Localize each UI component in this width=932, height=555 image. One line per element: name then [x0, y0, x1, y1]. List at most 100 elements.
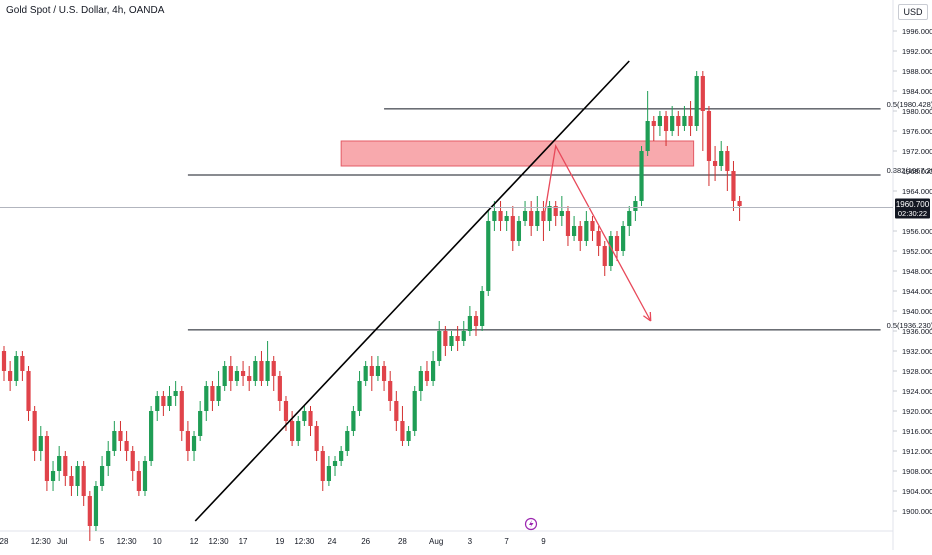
candle-down: [474, 316, 478, 326]
candle-down: [590, 221, 594, 231]
candle-up: [149, 411, 153, 461]
candle-up: [547, 206, 551, 221]
x-tick-label: 12: [190, 537, 199, 546]
y-tick-label: 1948.000: [902, 267, 932, 276]
candle-up: [14, 356, 18, 381]
candle-up: [357, 381, 361, 411]
candle-down: [443, 331, 447, 346]
candle-down: [118, 431, 122, 441]
x-tick-label: 9: [541, 537, 546, 546]
candle-down: [259, 361, 263, 381]
candle-up: [468, 316, 472, 331]
candle-down: [400, 421, 404, 441]
candle-down: [247, 376, 251, 381]
candle-up: [535, 211, 539, 226]
candle-up: [223, 366, 227, 386]
candle-up: [112, 431, 116, 451]
candle-up: [633, 201, 637, 211]
y-tick-label: 1900.000: [902, 507, 932, 516]
x-tick-label: 28: [0, 537, 9, 546]
candle-up: [462, 331, 466, 341]
candle-down: [88, 496, 92, 526]
y-tick-label: 1956.000: [902, 227, 932, 236]
candle-up: [437, 331, 441, 361]
symbol-title: Gold Spot / U.S. Dollar, 4h, OANDA: [6, 5, 164, 16]
candle-down: [388, 381, 392, 401]
candle-down: [20, 356, 24, 371]
candle-up: [492, 211, 496, 221]
candle-up: [658, 116, 662, 126]
currency-selector[interactable]: USD: [898, 4, 928, 20]
candle-down: [529, 211, 533, 226]
trendline: [195, 61, 629, 521]
candle-up: [327, 466, 331, 481]
candle-down: [131, 451, 135, 471]
y-tick-label: 1988.000: [902, 67, 932, 76]
candle-up: [235, 371, 239, 381]
candle-down: [82, 466, 86, 496]
y-tick-label: 1940.000: [902, 307, 932, 316]
candle-down: [63, 456, 67, 476]
candle-down: [676, 116, 680, 126]
x-tick-label: 12:30: [294, 537, 315, 546]
candle-down: [456, 336, 460, 341]
y-tick-label: 1916.000: [902, 427, 932, 436]
candle-up: [345, 431, 349, 451]
candle-up: [523, 211, 527, 221]
candle-up: [265, 361, 269, 381]
candle-down: [2, 351, 6, 371]
candle-up: [406, 431, 410, 441]
trendline-group: [195, 61, 629, 521]
candle-up: [719, 151, 723, 166]
candle-down: [597, 231, 601, 246]
y-tick-label: 1932.000: [902, 347, 932, 356]
y-tick-label: 1928.000: [902, 367, 932, 376]
y-tick-label: 1952.000: [902, 247, 932, 256]
economic-event-icon[interactable]: [526, 519, 537, 530]
y-tick-label: 1968.000: [902, 167, 932, 176]
candle-up: [639, 151, 643, 201]
y-tick-label: 1964.000: [902, 187, 932, 196]
x-tick-label: 24: [328, 537, 337, 546]
candle-up: [174, 391, 178, 396]
last-price-value: 1960.700: [896, 200, 930, 209]
candle-down: [738, 201, 742, 206]
candle-down: [707, 111, 711, 161]
y-tick-label: 1992.000: [902, 47, 932, 56]
candle-down: [394, 401, 398, 421]
candle-down: [137, 471, 141, 491]
candle-down: [370, 366, 374, 376]
y-tick-label: 1944.000: [902, 287, 932, 296]
x-tick-label: 28: [398, 537, 407, 546]
candle-down: [125, 441, 129, 451]
candle-up: [449, 336, 453, 346]
candle-up: [216, 386, 220, 401]
y-tick-label: 1984.000: [902, 87, 932, 96]
candle-up: [51, 471, 55, 481]
candle-up: [431, 361, 435, 381]
candle-up: [584, 221, 588, 241]
candle-down: [69, 476, 73, 486]
y-tick-label: 1920.000: [902, 407, 932, 416]
x-tick-label: 5: [100, 537, 105, 546]
candle-up: [192, 436, 196, 451]
candle-down: [8, 371, 12, 381]
candle-down: [321, 451, 325, 481]
candle-down: [615, 236, 619, 251]
x-tick-label: 17: [239, 537, 248, 546]
candle-down: [382, 366, 386, 381]
candle-up: [167, 396, 171, 406]
candle-down: [731, 171, 735, 201]
countdown-timer: 02:30:22: [898, 209, 927, 218]
candle-up: [296, 421, 300, 441]
candle-up: [560, 211, 564, 216]
candle-up: [486, 221, 490, 291]
candle-down: [725, 151, 729, 171]
candle-up: [155, 396, 159, 411]
candle-down: [425, 371, 429, 381]
y-tick-label: 1972.000: [902, 147, 932, 156]
x-tick-label: 12:30: [31, 537, 52, 546]
candle-up: [75, 466, 79, 486]
